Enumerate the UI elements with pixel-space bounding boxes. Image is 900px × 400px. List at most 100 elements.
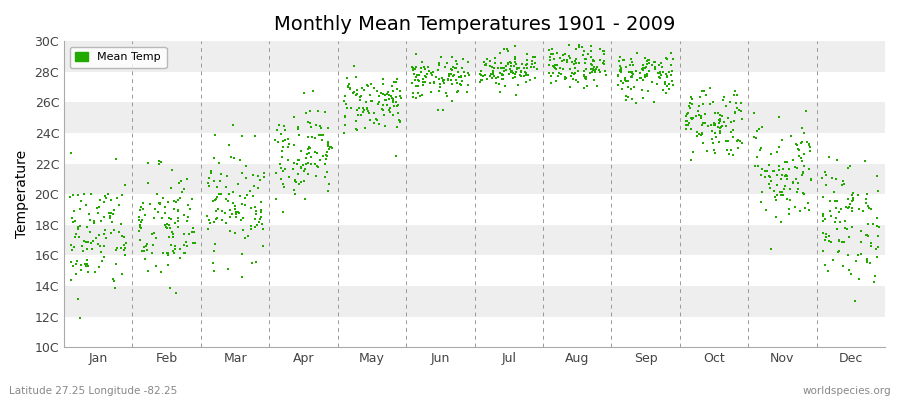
Point [848, 298, 862, 304]
Point [344, 105, 358, 111]
Point [98, 193, 112, 200]
Point [680, 111, 695, 117]
Point [842, 204, 856, 210]
Point [110, 195, 124, 201]
Point [364, 81, 378, 87]
Point [202, 182, 216, 189]
Point [796, 189, 811, 196]
Point [424, 70, 438, 76]
Point [565, 70, 580, 76]
Point [376, 81, 391, 87]
Point [319, 156, 333, 162]
Point [707, 129, 722, 136]
Point [225, 211, 239, 217]
Point [287, 187, 302, 194]
Point [753, 145, 768, 151]
Point [567, 58, 581, 64]
Point [618, 96, 633, 103]
Point [860, 256, 874, 262]
Point [389, 152, 403, 159]
Point [841, 165, 855, 172]
Point [770, 172, 784, 178]
Point [592, 46, 607, 52]
Point [156, 195, 170, 202]
Point [89, 205, 104, 211]
Point [451, 87, 465, 94]
Point [563, 84, 578, 90]
Point [231, 209, 246, 216]
Point [208, 196, 222, 203]
Point [495, 64, 509, 71]
Point [712, 117, 726, 124]
Point [519, 70, 534, 76]
Point [514, 69, 528, 75]
Point [621, 78, 635, 84]
Point [654, 72, 669, 78]
Point [630, 77, 644, 83]
Point [311, 132, 326, 138]
Point [553, 65, 567, 71]
Point [685, 96, 699, 102]
Point [844, 224, 859, 230]
Point [421, 64, 436, 70]
Point [418, 78, 432, 85]
Point [788, 176, 803, 182]
Point [226, 200, 240, 206]
Point [725, 152, 740, 158]
Point [175, 178, 189, 184]
Point [488, 60, 502, 66]
Point [293, 148, 308, 154]
Point [794, 140, 808, 146]
Point [163, 284, 177, 291]
Point [758, 168, 772, 174]
Point [786, 179, 800, 185]
Point [664, 62, 679, 68]
Point [789, 141, 804, 148]
Point [405, 64, 419, 70]
Point [613, 54, 627, 60]
Point [724, 119, 739, 126]
Point [375, 105, 390, 112]
Point [830, 198, 844, 204]
Point [149, 234, 164, 241]
Point [706, 128, 720, 134]
Point [751, 163, 765, 169]
Point [588, 68, 602, 74]
Point [298, 196, 312, 202]
Point [694, 112, 708, 119]
Point [187, 240, 202, 246]
Point [392, 93, 407, 99]
Point [728, 88, 742, 94]
Point [292, 132, 306, 138]
Point [494, 60, 508, 67]
Point [246, 172, 260, 178]
Point [623, 62, 637, 69]
Point [824, 212, 838, 219]
Point [158, 209, 172, 216]
Point [511, 82, 526, 88]
Point [380, 91, 394, 97]
Point [321, 141, 336, 148]
Point [861, 233, 876, 239]
Point [135, 217, 149, 224]
Point [731, 145, 745, 152]
Point [764, 151, 778, 158]
Point [256, 243, 270, 249]
Point [522, 77, 536, 84]
Point [432, 75, 446, 82]
Point [278, 127, 293, 133]
Point [313, 157, 328, 163]
Point [155, 215, 169, 221]
Point [843, 271, 858, 278]
Point [290, 161, 304, 168]
Point [301, 119, 315, 125]
Point [822, 154, 836, 161]
Point [579, 74, 593, 80]
Point [214, 191, 229, 198]
Point [385, 96, 400, 102]
Point [485, 74, 500, 81]
Point [454, 64, 469, 71]
Point [580, 56, 594, 62]
Point [445, 98, 459, 104]
Point [870, 215, 885, 222]
